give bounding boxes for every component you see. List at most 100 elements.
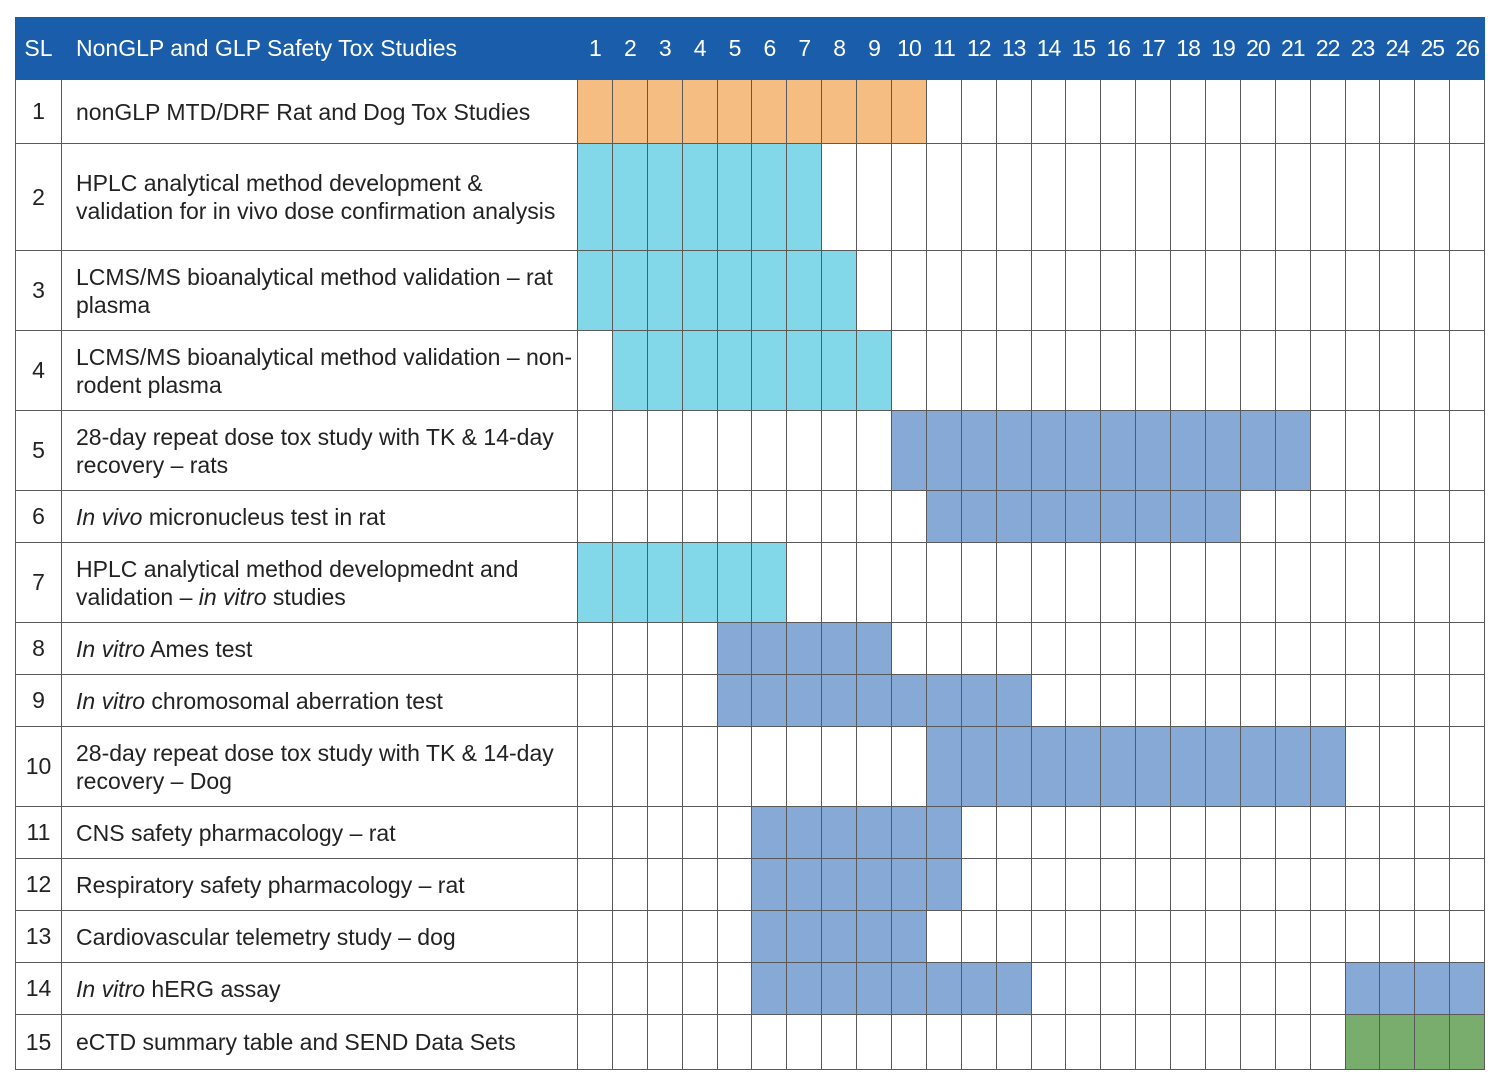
- empty-cell: [1309, 962, 1346, 1015]
- empty-cell: [1170, 674, 1207, 727]
- empty-cell: [1065, 330, 1102, 411]
- empty-cell: [1030, 79, 1067, 144]
- empty-cell: [1379, 858, 1416, 911]
- bar-cell-blue: [856, 858, 893, 911]
- empty-cell: [1449, 858, 1486, 911]
- bar-cell-blue: [1030, 490, 1067, 543]
- bar-cell-orange: [646, 79, 683, 144]
- empty-cell: [1414, 79, 1451, 144]
- bar-cell-cyan: [681, 250, 718, 331]
- study-row: 4 LCMS/MS bioanalytical method validation…: [15, 330, 1486, 411]
- row-sl: 7: [15, 542, 62, 623]
- empty-cell: [1344, 410, 1381, 491]
- bar-cell-blue: [751, 806, 788, 859]
- bar-cell-cyan: [611, 250, 648, 331]
- bar-cell-blue: [716, 622, 753, 675]
- week-header-18: 18: [1170, 17, 1207, 80]
- empty-cell: [1344, 330, 1381, 411]
- study-name-text: Respiratory safety pharmacology – rat: [76, 871, 465, 898]
- bar-cell-cyan: [786, 143, 823, 251]
- empty-cell: [960, 542, 997, 623]
- empty-cell: [1065, 674, 1102, 727]
- bar-cell-blue: [1065, 410, 1102, 491]
- study-name: HPLC analytical method developmednt and …: [61, 542, 578, 623]
- week-header-23: 23: [1344, 17, 1381, 80]
- week-header-12: 12: [960, 17, 997, 80]
- empty-cell: [611, 726, 648, 807]
- bar-cell-blue: [1379, 962, 1416, 1015]
- empty-cell: [1100, 962, 1137, 1015]
- study-name-text: eCTD summary table and SEND Data Sets: [76, 1029, 516, 1055]
- empty-cell: [856, 542, 893, 623]
- empty-cell: [1414, 330, 1451, 411]
- bar-cell-cyan: [611, 143, 648, 251]
- empty-cell: [1100, 858, 1137, 911]
- empty-cell: [611, 410, 648, 491]
- empty-cell: [1100, 330, 1137, 411]
- empty-cell: [1379, 410, 1416, 491]
- bar-cell-blue: [856, 806, 893, 859]
- empty-cell: [577, 858, 613, 911]
- bar-cell-green: [1379, 1014, 1416, 1070]
- empty-cell: [716, 726, 753, 807]
- empty-cell: [1274, 542, 1311, 623]
- study-name-text: LCMS/MS bioanalytical method validation …: [76, 343, 573, 398]
- empty-cell: [1309, 330, 1346, 411]
- bar-cell-orange: [751, 79, 788, 144]
- empty-cell: [611, 1014, 648, 1070]
- study-row: 6 In vivo micronucleus test in rat: [15, 490, 1486, 543]
- bar-cell-blue: [960, 674, 997, 727]
- empty-cell: [925, 542, 962, 623]
- empty-cell: [1414, 622, 1451, 675]
- bar-cell-cyan: [751, 250, 788, 331]
- bar-cell-green: [1344, 1014, 1381, 1070]
- week-header-24: 24: [1379, 17, 1416, 80]
- study-row: 14 In vitro hERG assay: [15, 962, 1486, 1015]
- empty-cell: [716, 410, 753, 491]
- bar-cell-blue: [716, 674, 753, 727]
- empty-cell: [786, 1014, 823, 1070]
- bar-cell-orange: [821, 79, 858, 144]
- empty-cell: [751, 410, 788, 491]
- empty-cell: [577, 806, 613, 859]
- week-header-11: 11: [925, 17, 962, 80]
- bar-cell-blue: [1100, 490, 1137, 543]
- empty-cell: [1344, 674, 1381, 727]
- empty-cell: [646, 858, 683, 911]
- empty-cell: [1135, 330, 1172, 411]
- bar-cell-blue: [1449, 962, 1486, 1015]
- bar-cell-blue: [1205, 726, 1241, 807]
- study-name-text: Cardiovascular telemetry study – dog: [76, 923, 456, 950]
- week-header-1: 1: [577, 17, 613, 80]
- bar-cell-blue: [925, 726, 962, 807]
- bar-cell-cyan: [821, 330, 858, 411]
- study-row: 5 28-day repeat dose tox study with TK & …: [15, 410, 1486, 491]
- empty-cell: [995, 1014, 1032, 1070]
- empty-cell: [1205, 806, 1241, 859]
- empty-cell: [1379, 330, 1416, 411]
- empty-cell: [1205, 858, 1241, 911]
- empty-cell: [1274, 250, 1311, 331]
- empty-cell: [1065, 143, 1102, 251]
- empty-cell: [681, 806, 718, 859]
- empty-cell: [751, 1014, 788, 1070]
- empty-cell: [1309, 542, 1346, 623]
- empty-cell: [1309, 490, 1346, 543]
- empty-cell: [1344, 143, 1381, 251]
- bar-cell-blue: [960, 726, 997, 807]
- empty-cell: [681, 622, 718, 675]
- empty-cell: [1274, 143, 1311, 251]
- bar-cell-blue: [1274, 410, 1311, 491]
- empty-cell: [1030, 962, 1067, 1015]
- bar-cell-blue: [1274, 726, 1311, 807]
- bar-cell-cyan: [786, 330, 823, 411]
- empty-cell: [1309, 674, 1346, 727]
- bar-cell-blue: [1030, 410, 1067, 491]
- bar-cell-cyan: [577, 250, 613, 331]
- empty-cell: [1239, 622, 1276, 675]
- empty-cell: [1170, 330, 1207, 411]
- row-sl: 14: [15, 962, 62, 1015]
- empty-cell: [611, 962, 648, 1015]
- empty-cell: [1100, 79, 1137, 144]
